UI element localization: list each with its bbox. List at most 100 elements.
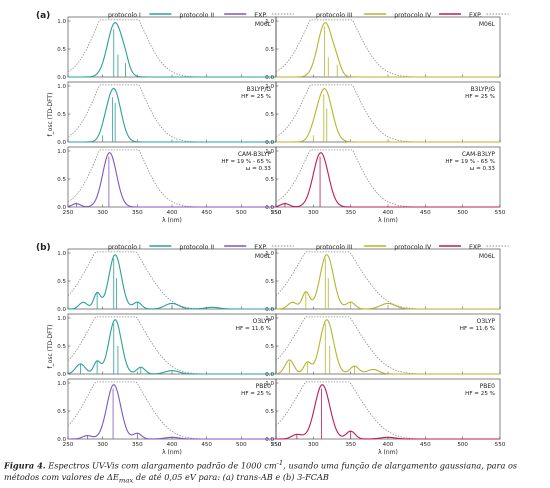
series-curve	[276, 88, 500, 143]
exp-curve	[67, 19, 276, 78]
x-tick-label: 500	[457, 210, 468, 216]
legend-label: protocolo III	[316, 12, 353, 19]
x-tick-label: 350	[345, 442, 356, 448]
x-tick-label: 400	[167, 210, 178, 216]
y-tick-label: 0.0	[265, 205, 274, 211]
y-tick-label: 0.5	[57, 344, 66, 350]
x-tick-label: 550	[495, 442, 506, 448]
y-tick-label: 0.0	[265, 307, 274, 313]
method-label: M06L	[255, 253, 272, 260]
series-curve	[68, 254, 276, 310]
x-axis-label: λ (nm)	[378, 449, 398, 456]
y-tick-label: 0.5	[265, 279, 274, 285]
y-tick-label: 0.0	[265, 75, 274, 81]
series-curve	[68, 87, 276, 143]
legend-label: EXP.	[254, 12, 267, 19]
method-label: B3LYP/G	[247, 86, 272, 93]
x-tick-label: 350	[132, 442, 143, 448]
x-tick-label: 400	[167, 442, 178, 448]
x-tick-label: 250	[271, 442, 282, 448]
method-label: CAM-B3LYP	[462, 151, 496, 158]
y-tick-label: 0.0	[57, 307, 66, 313]
y-tick-label: 0.5	[57, 409, 66, 415]
x-tick-label: 550	[271, 442, 282, 448]
method-label: HF = 11.6 %	[460, 326, 495, 332]
y-tick-label: 1.0	[57, 381, 66, 387]
x-tick-label: 350	[345, 210, 356, 216]
legend-label: protocolo II	[179, 244, 214, 251]
x-tick-label: 500	[236, 442, 247, 448]
x-tick-label: 400	[383, 210, 394, 216]
y-tick-label: 1.0	[57, 251, 66, 257]
method-label: M06L	[479, 253, 496, 260]
x-tick-label: 300	[308, 210, 319, 216]
method-label: CAM-B3LYP	[238, 151, 272, 158]
x-tick-label: 550	[495, 210, 506, 216]
method-label: HF = 25 %	[465, 391, 495, 397]
x-axis-label: λ (nm)	[162, 449, 182, 456]
x-tick-label: 500	[457, 442, 468, 448]
method-label: PBE0	[256, 383, 272, 390]
y-tick-label: 0.0	[265, 372, 274, 378]
y-tick-label: 0.0	[265, 437, 274, 443]
panel-frame	[67, 313, 277, 375]
exp-curve	[275, 251, 500, 310]
legend-label: protocolo IV	[394, 12, 432, 19]
y-tick-label: 0.5	[57, 112, 66, 118]
method-label: O3LYP	[253, 318, 272, 325]
legend-label: protocolo IV	[394, 244, 432, 251]
series-curve	[68, 22, 276, 78]
series-curve	[276, 384, 500, 440]
x-tick-label: 250	[63, 210, 74, 216]
series-curve	[67, 319, 276, 375]
y-tick-label: 1.0	[265, 19, 274, 25]
method-label: HF = 25 %	[241, 94, 271, 100]
y-tick-label: 1.0	[57, 84, 66, 90]
legend-label: EXP.	[254, 244, 267, 251]
y-tick-label: 1.0	[265, 251, 274, 257]
legend-label: protocolo II	[179, 12, 214, 19]
group-label: (a)	[36, 11, 50, 21]
legend-label: protocolo I	[108, 12, 141, 19]
x-tick-label: 300	[97, 210, 108, 216]
x-axis-label: λ (nm)	[162, 217, 182, 224]
y-tick-label: 0.0	[57, 75, 66, 81]
legend-label: EXP.	[469, 244, 482, 251]
x-tick-label: 350	[132, 210, 143, 216]
legend-label: EXP.	[469, 12, 482, 19]
panel-frame	[275, 16, 501, 78]
figure-caption: Figura 4. Espectros UV-Vis com alargamen…	[4, 458, 546, 486]
y-tick-label: 0.5	[57, 47, 66, 53]
series-curve	[275, 152, 500, 208]
y-tick-label: 0.5	[265, 112, 274, 118]
panel-frame	[67, 16, 277, 78]
method-label: PBE0	[480, 383, 496, 390]
method-label: ω = 0.33	[470, 166, 496, 172]
x-tick-label: 450	[420, 210, 431, 216]
method-label: HF = 25 %	[241, 391, 271, 397]
y-tick-label: 1.0	[265, 84, 274, 90]
exp-curve	[67, 251, 276, 310]
panel-frame	[67, 248, 277, 310]
y-axis-label: f_osc (TD-DFT)	[47, 325, 54, 369]
caption-sub: max	[118, 476, 134, 485]
series-curve	[275, 319, 500, 375]
series-curve	[67, 152, 276, 208]
x-tick-label: 300	[308, 442, 319, 448]
method-label: M06L	[479, 21, 496, 28]
y-tick-label: 1.0	[57, 149, 66, 155]
legend-label: protocolo I	[108, 244, 141, 251]
y-tick-label: 0.5	[265, 344, 274, 350]
method-label: M06L	[255, 21, 272, 28]
x-tick-label: 450	[201, 210, 212, 216]
y-tick-label: 1.0	[265, 316, 274, 322]
y-tick-label: 0.5	[265, 47, 274, 53]
y-tick-label: 0.0	[265, 140, 274, 146]
series-curve	[276, 254, 500, 310]
group-label: (b)	[36, 243, 51, 253]
method-label: HF = 19 % - 65 %	[445, 159, 495, 165]
x-axis-label: λ (nm)	[378, 217, 398, 224]
y-axis-label: f_osc (TD-DFT)	[47, 93, 54, 137]
caption-text-1: Espectros UV-Vis com alargamento padrão …	[45, 460, 277, 471]
